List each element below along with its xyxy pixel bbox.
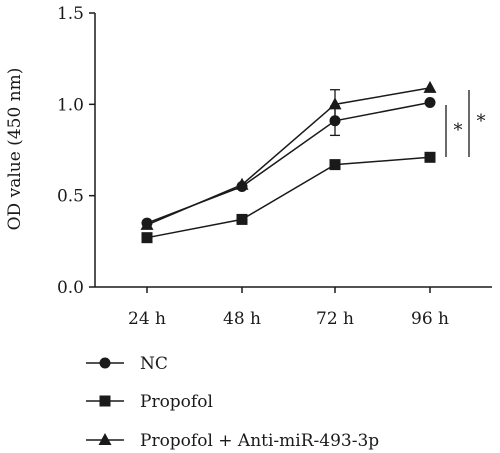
series-line xyxy=(146,156,431,239)
data-point xyxy=(140,217,154,230)
data-point xyxy=(141,232,153,244)
x-tick-label: 24 h xyxy=(128,309,166,329)
legend-item: NC xyxy=(86,354,168,374)
legend-item: Propofol + Anti-miR-493-3p xyxy=(86,431,379,451)
data-point xyxy=(329,115,341,127)
legend-label: Propofol xyxy=(140,392,213,412)
y-axis-title: OD value (450 nm) xyxy=(5,68,25,231)
legend: NC Propofol Propofol + Anti-miR-493-3p xyxy=(86,354,379,451)
series-line xyxy=(146,101,431,224)
data-point xyxy=(329,159,341,171)
data-point xyxy=(328,97,342,110)
sig-asterisk: * xyxy=(454,120,463,141)
legend-marker xyxy=(99,357,111,369)
y-tick-label: 0.5 xyxy=(57,187,84,207)
legend-item: Propofol xyxy=(86,392,213,412)
x-tick-label: 96 h xyxy=(411,309,449,329)
data-point xyxy=(235,177,249,190)
data-point xyxy=(236,213,248,225)
y-tick-label: 0.0 xyxy=(57,278,84,298)
legend-label: NC xyxy=(140,354,168,374)
y-tick-label: 1.5 xyxy=(57,4,84,24)
legend-marker xyxy=(98,433,112,445)
y-tick-label: 1.0 xyxy=(57,95,84,115)
axes xyxy=(94,13,492,288)
series-triangle xyxy=(140,80,437,230)
data-point xyxy=(424,97,436,109)
legend-label: Propofol + Anti-miR-493-3p xyxy=(140,431,379,451)
axis-ticks: 0.0 0.5 1.0 1.5 24 h 48 h 72 h 96 h xyxy=(57,4,449,329)
x-tick-label: 48 h xyxy=(223,309,261,329)
series-line xyxy=(146,87,431,226)
data-point xyxy=(424,151,436,163)
significance-annotations: * * xyxy=(445,90,486,157)
data-point xyxy=(423,80,437,93)
legend-marker xyxy=(99,395,111,407)
series-square xyxy=(141,151,436,244)
x-tick-label: 72 h xyxy=(316,309,354,329)
series-layer xyxy=(140,80,437,244)
sig-asterisk: * xyxy=(477,111,486,132)
